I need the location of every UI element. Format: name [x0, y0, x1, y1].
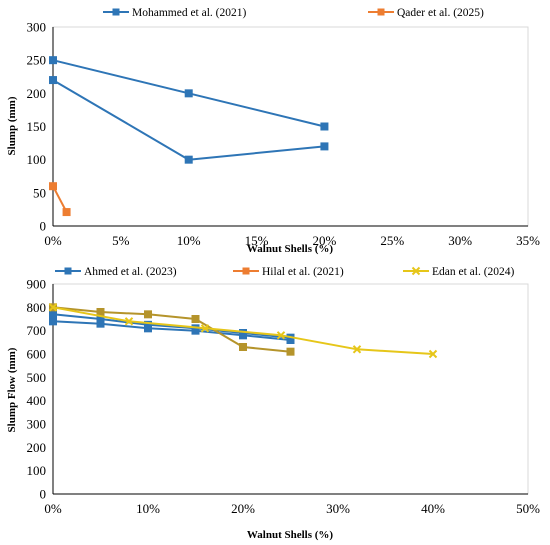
chart-2-ahmed-et-al-2023-point — [144, 320, 152, 329]
chart-1-y-tick-label: 300 — [27, 20, 47, 35]
chart-1-y-tick-label: 150 — [27, 119, 47, 134]
chart-1-mohammed-et-al-2021-point — [320, 142, 329, 151]
legend-marker-mohammed — [112, 8, 120, 16]
chart-2-edan-et-al-2024-point — [276, 331, 286, 340]
chart-2-x-axis-title: Walnut Shells (%) — [247, 529, 334, 541]
chart-2-ahmed-et-al-2023-line-1 — [52, 320, 291, 341]
legend-label-qader: Qader et al. (2025) — [397, 7, 484, 19]
chart-2-y-tick-label: 0 — [40, 487, 47, 502]
chart-2-y-tick-label: 400 — [27, 393, 47, 408]
chart-2-legend: Ahmed et al. (2023) Hilal et al. (2021) … — [55, 266, 515, 278]
chart-1-mohammed-et-al-2021-point — [184, 155, 193, 164]
chart-1-mohammed-et-al-2021-point — [320, 122, 329, 131]
chart-1-y-tick-label: 200 — [27, 86, 47, 101]
chart-2-hilal-et-al-2021-line-1 — [52, 306, 291, 353]
chart-1-mohammed-et-al-2021-point — [184, 89, 193, 98]
chart-1-y-tick-label: 250 — [27, 53, 47, 68]
chart-1-x-tick-label: 15% — [245, 233, 269, 248]
chart-2-x-tick-label: 30% — [326, 501, 350, 516]
chart-2-y-tick-label: 800 — [27, 300, 47, 315]
chart-2-x-tick-label: 0% — [44, 501, 62, 516]
chart-1-plot-area — [52, 26, 529, 227]
legend-label-hilal: Hilal et al. (2021) — [262, 266, 344, 278]
chart-2-plot-area — [52, 283, 529, 495]
chart-1-y-tick-label: 50 — [33, 185, 46, 200]
chart-1-x-tick-label: 0% — [44, 233, 62, 248]
chart-2-hilal-et-al-2021-point — [96, 308, 105, 316]
chart-2-edan-et-al-2024-point — [124, 317, 134, 326]
legend-marker-edan — [411, 266, 421, 276]
chart-2-ahmed-et-al-2023-line-2 — [52, 313, 291, 339]
chart-2-y-axis-title: Slump Flow (mm) — [6, 347, 18, 432]
chart-2-y-tick-label: 100 — [27, 463, 47, 478]
chart-2-edan-et-al-2024-point — [200, 324, 210, 333]
chart-1-qader-et-al-2025-point — [49, 182, 57, 191]
legend-label-mohammed: Mohammed et al. (2021) — [132, 7, 247, 19]
chart-1-mohammed-et-al-2021-point — [49, 76, 57, 85]
chart-2-x-tick-label: 20% — [231, 501, 255, 516]
chart-1: 0% 5% 10% 15% 20% 25% 30% 35% 0 50 100 150 200 250 300… — [6, 7, 540, 255]
chart-2-hilal-et-al-2021-point — [144, 310, 152, 319]
chart-2-ahmed-et-al-2023-point — [96, 315, 105, 323]
chart-2: 0% 10% 20% 30% 40% 50% 0 100 200 300 400 500 600 700 8… — [6, 266, 540, 541]
legend-label-ahmed: Ahmed et al. (2023) — [84, 266, 177, 278]
chart-1-legend: Mohammed et al. (2021) Qader et al. (202… — [103, 7, 484, 19]
chart-2-y-tick-label: 200 — [27, 440, 47, 455]
legend-label-edan: Edan et al. (2024) — [432, 266, 515, 278]
chart-2-ahmed-et-al-2023-point — [49, 317, 57, 326]
chart-1-y-tick-label: 0 — [40, 219, 47, 234]
chart-2-x-tick-label: 40% — [421, 501, 445, 516]
legend-marker-ahmed — [64, 267, 72, 275]
chart-2-edan-et-al-2024-point — [428, 349, 438, 359]
chart-1-mohammed-et-al-2021-point — [49, 56, 57, 65]
chart-2-ahmed-et-al-2023-point — [96, 319, 105, 328]
chart-2-x-tick-label: 10% — [136, 501, 160, 516]
chart-1-y-axis-title: Slump (mm) — [6, 96, 18, 155]
chart-1-x-tick-label: 30% — [448, 233, 472, 248]
chart-2-hilal-et-al-2021-point — [191, 315, 200, 323]
chart-2-y-tick-label: 900 — [27, 277, 47, 292]
legend-marker-qader — [377, 8, 385, 16]
legend-marker-hilal — [242, 267, 250, 275]
chart-2-hilal-et-al-2021-point — [239, 343, 247, 351]
chart-2-ahmed-et-al-2023-point — [239, 329, 247, 337]
chart-1-x-tick-label: 5% — [112, 233, 130, 248]
chart-1-x-tick-label: 25% — [380, 233, 404, 248]
chart-1-x-tick-label: 20% — [313, 233, 337, 248]
chart-2-y-tick-label: 600 — [27, 347, 47, 362]
chart-1-qader-et-al-2025-line-1 — [52, 185, 68, 213]
chart-1-qader-et-al-2025-point — [62, 208, 71, 217]
chart-1-x-tick-label: 35% — [516, 233, 540, 248]
chart-2-edan-et-al-2024-point — [352, 345, 362, 354]
chart-2-ahmed-et-al-2023-point — [49, 310, 57, 319]
chart-2-x-tick-label: 50% — [516, 501, 540, 516]
chart-2-y-tick-label: 300 — [27, 417, 47, 432]
chart-1-x-tick-label: 10% — [177, 233, 201, 248]
chart-2-y-tick-label: 700 — [27, 323, 47, 338]
chart-2-edan-et-al-2024-line-1 — [52, 306, 434, 355]
chart-2-edan-et-al-2024-point — [48, 303, 58, 312]
chart-1-y-tick-label: 100 — [27, 152, 47, 167]
chart-1-x-axis-title: Walnut Shells (%) — [247, 243, 334, 255]
chart-2-hilal-et-al-2021-point — [286, 347, 295, 356]
chart-2-y-tick-label: 500 — [27, 370, 47, 385]
